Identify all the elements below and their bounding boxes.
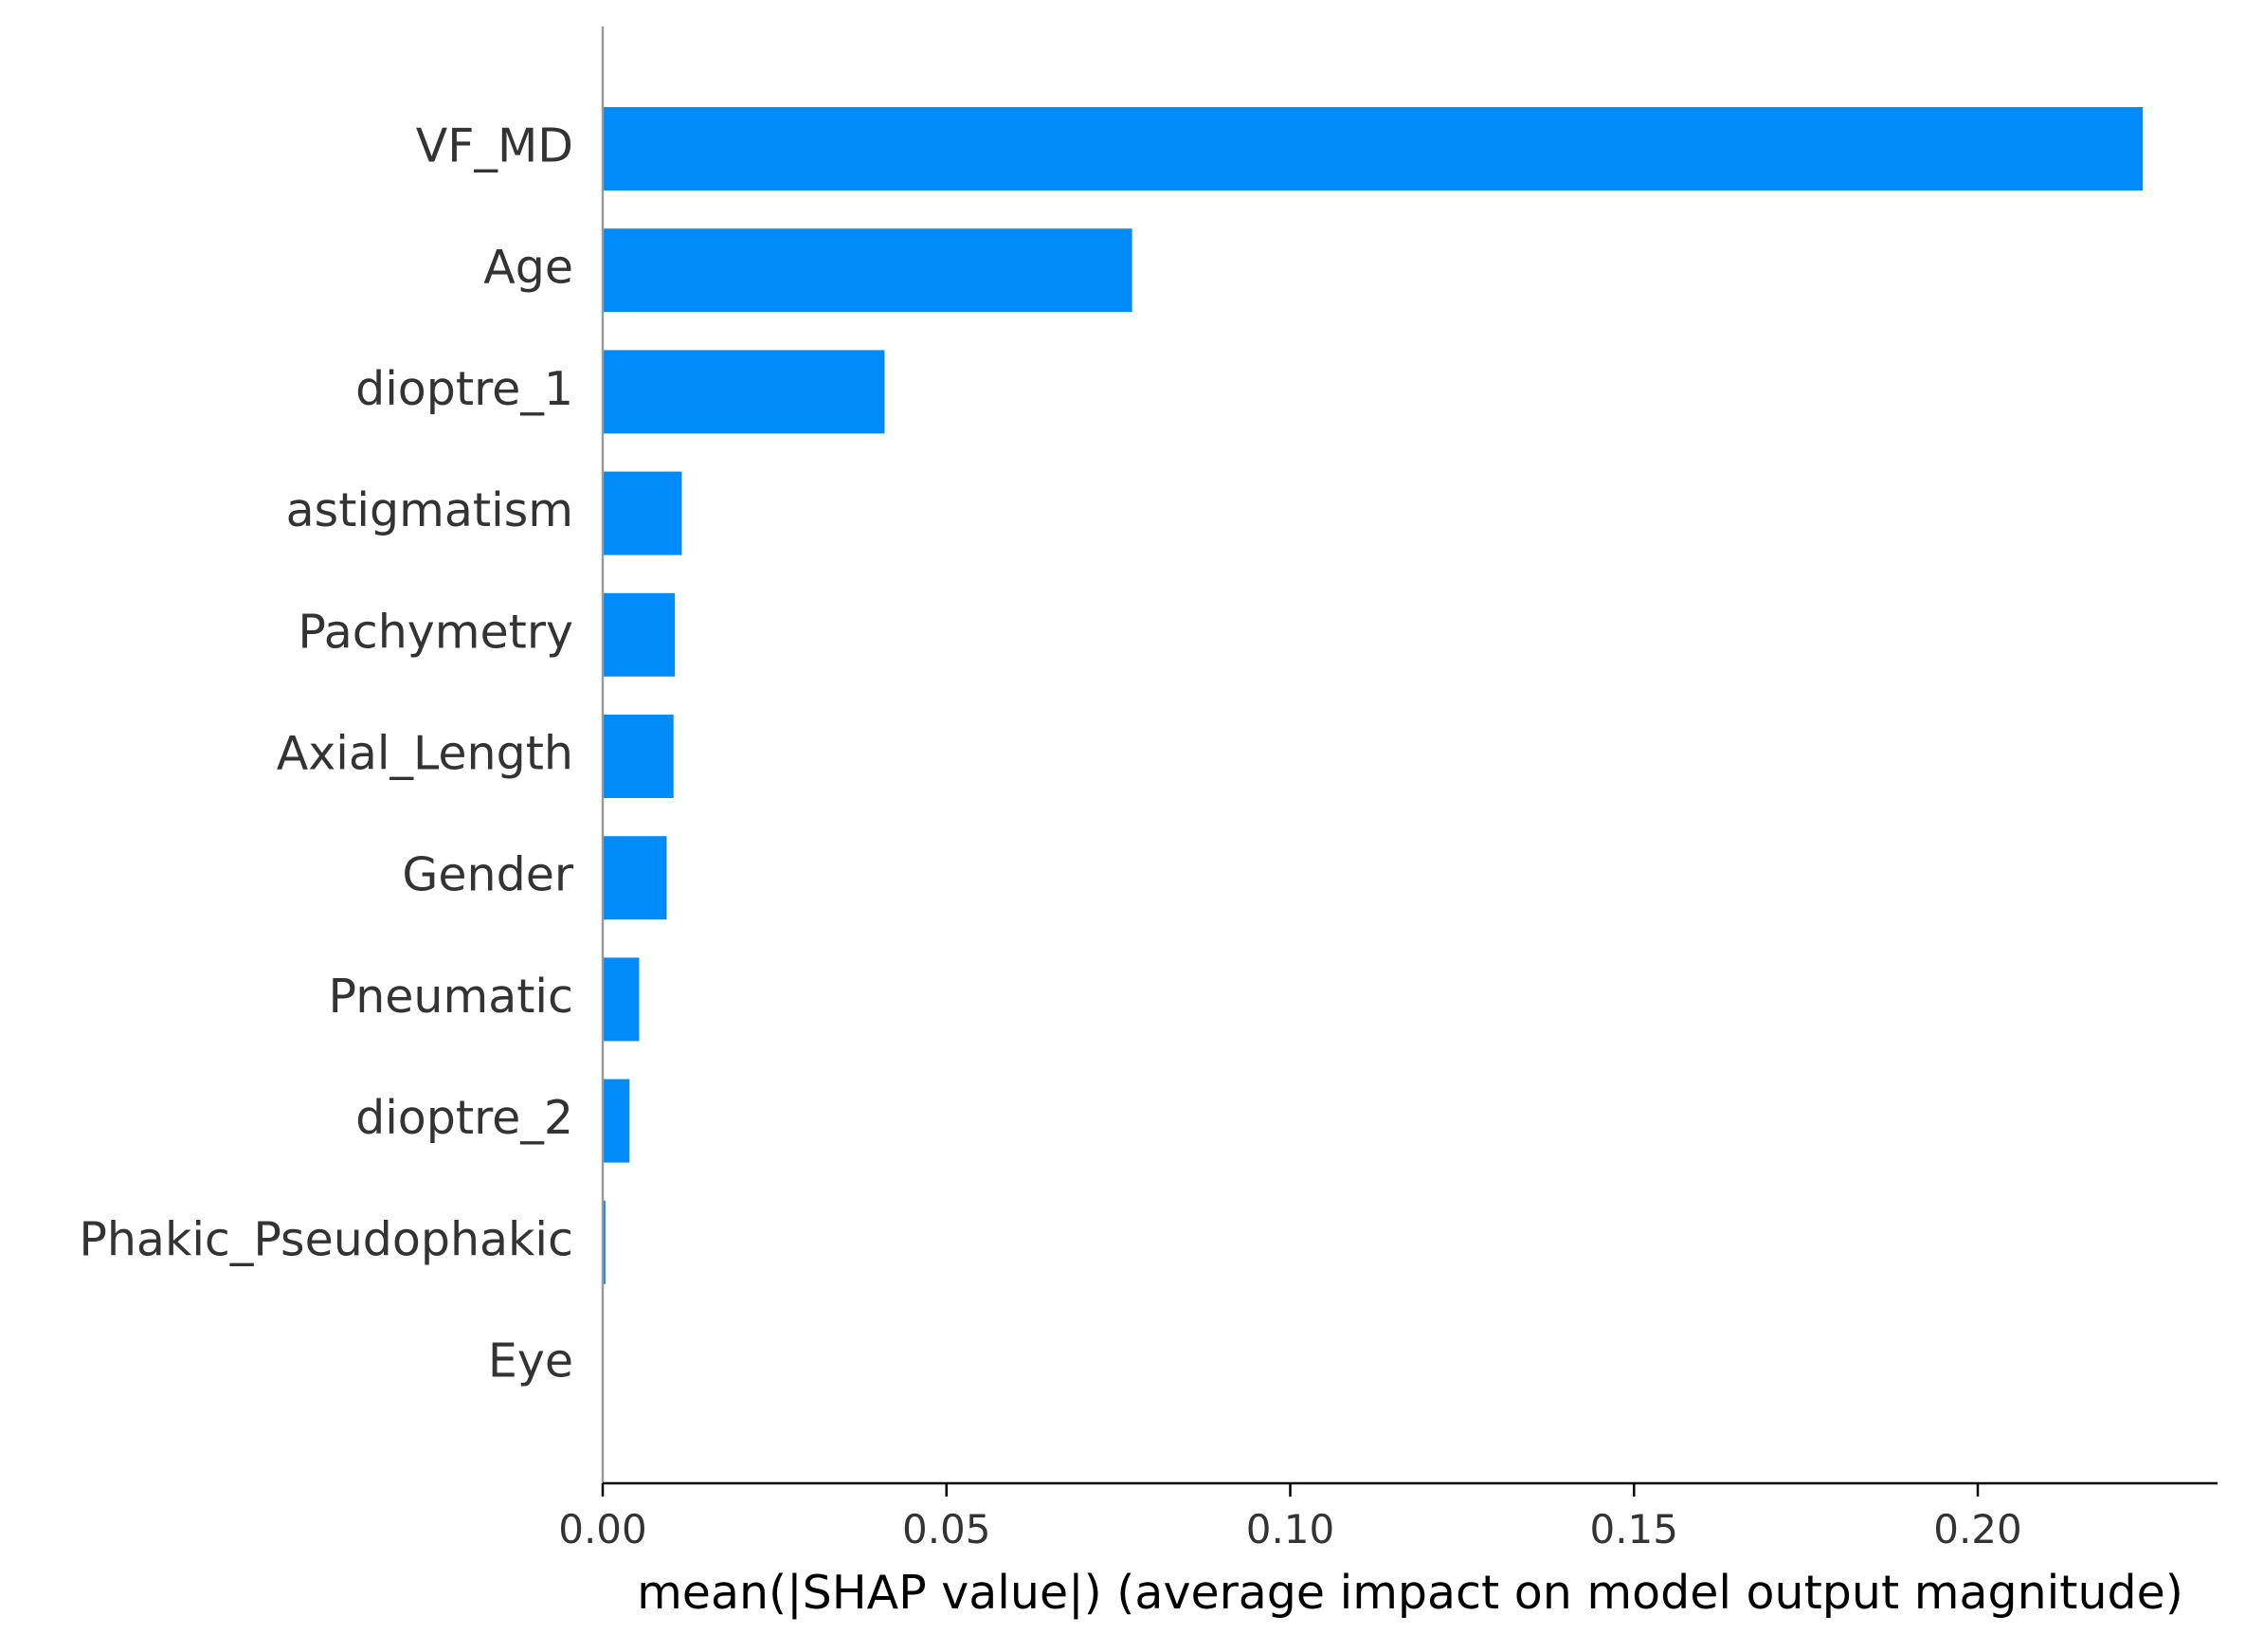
x-tick-label: 0.05 <box>902 1506 991 1552</box>
category-label-eye: Eye <box>488 1334 573 1389</box>
bar-age <box>603 228 1132 313</box>
x-axis-title: mean(|SHAP value|) (average impact on mo… <box>637 1566 2183 1620</box>
x-tick-label: 0.20 <box>1933 1506 2022 1552</box>
bar-astigmatism <box>603 471 682 555</box>
category-label-gender: Gender <box>402 848 573 902</box>
bar-vf-md <box>603 107 2144 191</box>
bar-dioptre-2 <box>603 1079 630 1163</box>
category-label-dioptre-2: dioptre_2 <box>355 1091 573 1145</box>
category-label-phakic-pseudophakic: Phakic_Pseudophakic <box>79 1212 573 1266</box>
bar-pachymetry <box>603 592 676 677</box>
x-tick-label: 0.10 <box>1246 1506 1335 1552</box>
category-label-pachymetry: Pachymetry <box>298 605 573 659</box>
bar-dioptre-1 <box>603 350 885 434</box>
x-axis-ticks: 0.00 0.05 0.10 0.15 0.20 <box>558 1483 2022 1552</box>
category-labels: VF_MD Age dioptre_1 astigmatism Pachymetry Ax… <box>79 119 574 1389</box>
bar-axial-length <box>603 715 674 798</box>
x-tick-label: 0.15 <box>1589 1506 1678 1552</box>
category-label-vf-md: VF_MD <box>416 119 573 173</box>
bar-gender <box>603 836 667 920</box>
bar-pneumatic <box>603 957 640 1042</box>
category-label-axial-length: Axial_Length <box>277 727 573 781</box>
x-tick-label: 0.00 <box>558 1506 647 1552</box>
bar-phakic-pseudophakic <box>603 1200 606 1284</box>
category-label-astigmatism: astigmatism <box>286 483 573 537</box>
category-label-age: Age <box>483 241 573 295</box>
category-label-pneumatic: Pneumatic <box>329 970 573 1024</box>
category-label-dioptre-1: dioptre_1 <box>355 362 573 416</box>
bars-layer <box>603 107 2144 1284</box>
